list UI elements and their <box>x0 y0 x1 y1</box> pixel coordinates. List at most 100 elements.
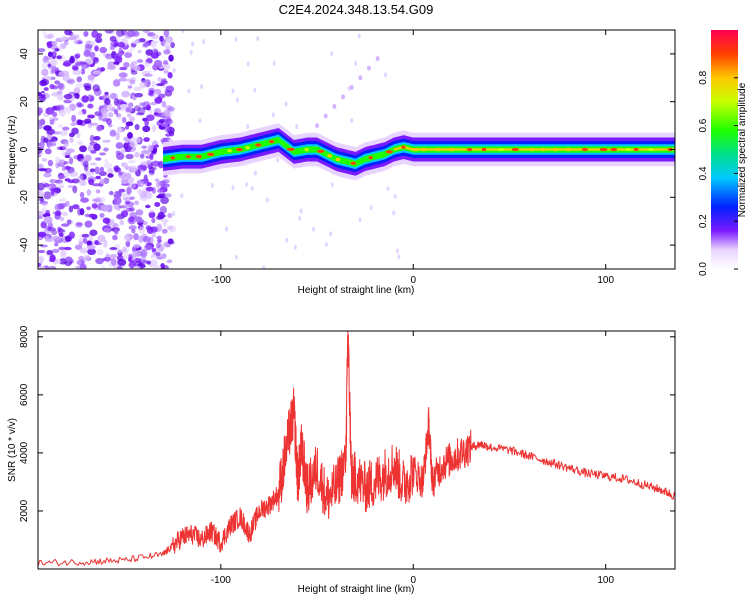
noise-speck <box>148 236 154 244</box>
noise-speck <box>123 62 130 68</box>
noise-speck <box>86 244 96 250</box>
noise-speck <box>57 175 66 180</box>
noise-speck <box>107 173 114 178</box>
noise-speck <box>125 240 131 248</box>
noise-speck <box>44 148 52 155</box>
noise-speck <box>187 88 191 94</box>
snr-y-axis-label: SNR (10 * v/v) <box>7 418 18 482</box>
noise-speck <box>397 254 401 260</box>
noise-speck <box>140 249 148 257</box>
ridge-hotspot <box>236 147 243 152</box>
noise-speck <box>76 140 84 146</box>
noise-speck <box>50 58 59 67</box>
noise-speck <box>115 56 122 62</box>
noise-speck <box>231 185 235 191</box>
noise-speck <box>83 49 91 57</box>
noise-speck <box>95 157 102 161</box>
noise-speck <box>58 71 65 78</box>
noise-speck <box>77 119 83 126</box>
noise-speck <box>99 46 107 54</box>
noise-speck <box>123 197 132 202</box>
noise-speck <box>128 225 137 230</box>
noise-speck <box>62 203 67 208</box>
noise-speck <box>341 94 346 100</box>
noise-speck <box>43 216 53 224</box>
noise-speck <box>87 144 93 152</box>
ridge-hotspot <box>195 155 202 159</box>
noise-speck <box>119 66 128 71</box>
noise-speck <box>166 259 173 264</box>
noise-speck <box>80 197 89 203</box>
noise-speck <box>118 72 128 78</box>
noise-speck <box>74 53 81 59</box>
noise-speck <box>67 184 75 189</box>
noise-speck <box>115 249 124 254</box>
noise-speck <box>55 156 61 165</box>
noise-speck <box>57 123 64 129</box>
noise-speck <box>76 76 83 83</box>
noise-speck <box>156 83 165 87</box>
noise-speck <box>79 179 87 187</box>
noise-speck <box>96 124 103 132</box>
ridge-hotspot <box>552 147 559 152</box>
noise-speck <box>119 219 125 226</box>
noise-speck <box>151 217 156 224</box>
noise-speck <box>59 130 68 136</box>
ridge-hotspot <box>435 147 442 152</box>
noise-speck <box>92 57 100 64</box>
noise-speck <box>76 102 83 108</box>
noise-speck <box>76 132 81 139</box>
ridge-hotspot <box>401 145 406 149</box>
ridge-hotspot <box>317 149 325 153</box>
ridge-hotspot <box>335 157 341 162</box>
noise-speck <box>117 50 124 57</box>
noise-speck <box>109 129 117 137</box>
spectrogram-x-axis-label: Height of straight line (km) <box>298 285 415 296</box>
noise-speck <box>122 246 127 253</box>
noise-speck <box>349 84 354 90</box>
spectrogram-ridge <box>163 56 675 181</box>
noise-speck <box>77 110 84 116</box>
noise-speck <box>64 256 73 262</box>
noise-speck <box>98 171 107 177</box>
noise-speck <box>94 45 99 52</box>
spectrogram-y-tick-label: 40 <box>19 48 30 60</box>
noise-speck <box>146 160 152 165</box>
noise-speck <box>142 259 148 264</box>
noise-speck <box>156 195 164 199</box>
noise-speck <box>99 213 105 218</box>
noise-speck <box>58 45 63 52</box>
noise-speck <box>156 223 163 232</box>
noise-speck <box>90 162 97 166</box>
snr-x-axis-label: Height of straight line (km) <box>298 584 415 595</box>
noise-speck <box>145 204 151 209</box>
noise-speck <box>102 139 111 143</box>
noise-speck <box>128 85 133 89</box>
noise-speck <box>40 79 50 86</box>
noise-speck <box>68 31 74 37</box>
noise-speck <box>139 81 148 89</box>
spectrogram-x-tick-label: 100 <box>597 275 614 286</box>
noise-speck <box>89 168 96 173</box>
ridge-hotspot <box>565 147 572 152</box>
noise-speck <box>117 103 122 111</box>
noise-speck <box>56 55 63 60</box>
noise-speck <box>161 100 167 108</box>
noise-speck <box>41 94 46 98</box>
noise-speck <box>357 33 361 39</box>
noise-speck <box>49 83 55 90</box>
noise-speck <box>225 226 229 232</box>
noise-speck <box>138 235 144 243</box>
noise-speck <box>75 82 84 89</box>
noise-speck <box>150 226 158 233</box>
colorbar-tick-label: 0.6 <box>698 118 709 132</box>
noise-speck <box>144 118 149 127</box>
noise-speck <box>42 30 47 36</box>
noise-speck <box>76 222 83 227</box>
noise-speck <box>146 260 151 265</box>
noise-speck <box>136 59 144 63</box>
noise-speck <box>156 242 162 249</box>
noise-speck <box>104 30 114 34</box>
noise-speck <box>367 65 372 71</box>
noise-speck <box>148 211 156 219</box>
